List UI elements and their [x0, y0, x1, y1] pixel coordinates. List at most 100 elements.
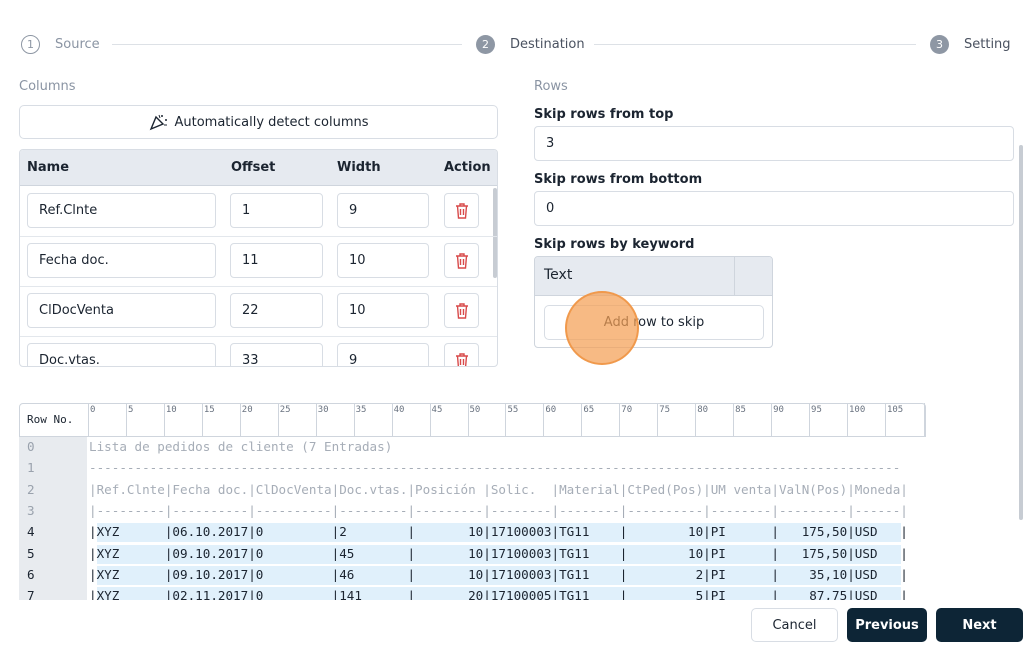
row-number: 4	[27, 524, 35, 540]
ruler-tick: 85	[735, 405, 746, 415]
next-button[interactable]: Next	[936, 608, 1023, 642]
cell-input[interactable]: 1	[230, 193, 323, 228]
ruler-tick: 90	[773, 405, 784, 415]
cell-input[interactable]: Doc.vtas.	[27, 343, 216, 366]
cell-input[interactable]: 9	[337, 193, 429, 228]
row-text: |Ref.Clnte|Fecha doc.|ClDocVenta|Doc.vta…	[89, 481, 908, 497]
cell-input[interactable]: ClDocVenta	[27, 293, 216, 328]
ruler-line	[315, 403, 317, 437]
row-header: Row No.	[27, 413, 74, 426]
ruler-line	[429, 403, 431, 437]
cell-input[interactable]: Fecha doc.	[27, 243, 216, 278]
row-text: ----------------------------------------…	[89, 460, 901, 476]
field-label: Skip rows from top	[534, 107, 674, 122]
column-header: Offset	[231, 160, 276, 175]
row-divider	[20, 336, 497, 337]
row-highlight	[96, 544, 902, 564]
step-label: Source	[55, 37, 100, 52]
cell-input[interactable]: 11	[230, 243, 323, 278]
ruler-line	[543, 403, 545, 437]
ruler-line	[88, 403, 89, 437]
ruler-tick: 30	[317, 405, 329, 415]
row-number-column	[19, 437, 87, 600]
field-input[interactable]: 0	[534, 191, 1014, 226]
cancel-button[interactable]: Cancel	[751, 608, 838, 642]
ruler-tick: 20	[241, 405, 253, 415]
column-header: Action	[444, 160, 491, 175]
ruler-tick: 65	[583, 405, 595, 415]
ruler-tick: 70	[621, 405, 633, 415]
step-label: Setting	[964, 37, 1011, 52]
row-number: 6	[27, 566, 35, 582]
cell-input[interactable]: 22	[230, 293, 323, 328]
ruler-line	[201, 403, 203, 437]
delete-button[interactable]	[444, 343, 479, 366]
row-highlight	[96, 523, 902, 543]
ruler-tick: 105	[886, 405, 904, 415]
ruler-line	[277, 403, 279, 437]
scrollbar	[493, 188, 497, 278]
row-text: Lista de pedidos de cliente (7 Entradas)	[89, 439, 393, 454]
ruler-tick: 60	[545, 405, 557, 415]
ruler-line	[733, 403, 735, 437]
ruler-line	[695, 403, 697, 437]
ruler-tick: 75	[659, 405, 671, 415]
ruler-line	[771, 403, 773, 437]
column-header: Width	[337, 160, 381, 175]
row-divider	[20, 286, 497, 287]
trash-icon	[455, 202, 468, 219]
row-text: |XYZ |09.10.2017|0 |46 | 10|17100003|TG1…	[89, 566, 908, 582]
step-line	[112, 44, 462, 45]
detect-button[interactable]: Automatically detect columns	[19, 105, 498, 139]
ruler-line	[809, 403, 811, 437]
ruler-tick: 95	[811, 405, 822, 415]
step-number: 3	[930, 35, 949, 54]
ruler-tick: 10	[165, 405, 177, 415]
cell-input[interactable]: 33	[230, 343, 323, 366]
columns-label: Columns	[19, 79, 76, 94]
party-icon	[150, 114, 168, 131]
ruler-line	[847, 403, 848, 437]
ruler-line	[391, 403, 393, 437]
ruler-tick: 100	[849, 405, 866, 415]
column-header: Name	[27, 160, 70, 175]
columns-table: Name Offset Width Action Ref.Clnte 1 9 Fecha do…	[19, 149, 498, 367]
field-input[interactable]: 3	[534, 126, 1014, 161]
ruler-tick: 5	[127, 405, 134, 415]
ruler-line	[163, 403, 165, 437]
keyword-label: Skip rows by keyword	[534, 237, 695, 252]
delete-button[interactable]	[444, 293, 479, 328]
step-label: Destination	[510, 37, 585, 52]
cell-input[interactable]: 10	[337, 243, 429, 278]
cell-input[interactable]: Ref.Clnte	[27, 193, 216, 228]
previous-button[interactable]: Previous	[847, 608, 927, 642]
ruler-tick: 40	[393, 405, 405, 415]
row-text: |---------|----------|----------|-------…	[89, 502, 908, 518]
table-header	[20, 150, 497, 186]
row-number: 3	[27, 502, 35, 518]
delete-button[interactable]	[444, 193, 479, 228]
ruler-tick: 45	[431, 405, 443, 415]
row-divider	[20, 236, 497, 237]
ruler-line	[353, 403, 355, 437]
ruler-line	[467, 403, 469, 437]
cell-input[interactable]: 9	[337, 343, 429, 366]
keyword-header: Text	[535, 257, 772, 296]
ruler-tick: 25	[279, 405, 291, 415]
delete-button[interactable]	[444, 243, 479, 278]
ruler-line	[125, 403, 127, 437]
ruler-tick: 15	[203, 405, 215, 415]
row-number: 5	[27, 545, 35, 561]
step-number: 1	[21, 35, 40, 54]
ruler-line	[581, 403, 583, 437]
ruler-tick: 80	[697, 405, 709, 415]
cell-input[interactable]: 10	[337, 293, 429, 328]
step-number: 2	[476, 35, 495, 54]
click-indicator	[565, 291, 639, 365]
row-text: |XYZ |09.10.2017|0 |45 | 10|17100003|TG1…	[89, 545, 908, 561]
row-highlight	[96, 565, 902, 585]
detect-button-text: Automatically detect columns	[174, 114, 369, 130]
step-line	[594, 44, 916, 45]
row-number: 0	[27, 439, 35, 454]
